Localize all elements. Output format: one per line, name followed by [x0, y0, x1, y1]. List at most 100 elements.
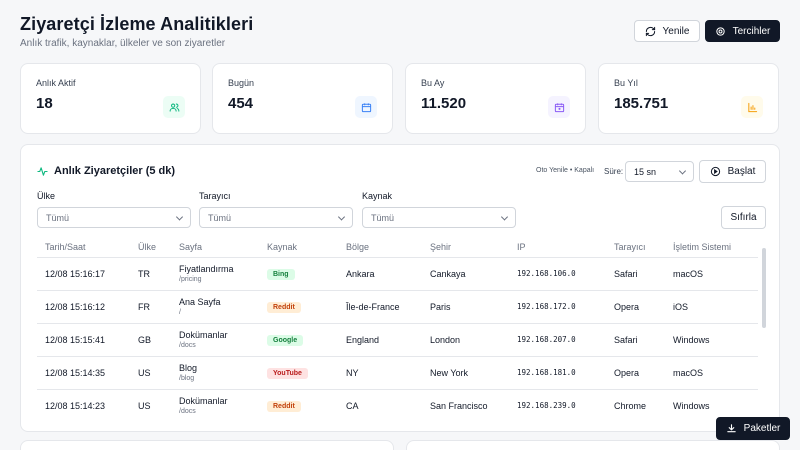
column-header[interactable]: Ülke [138, 242, 157, 253]
source-badge: Reddit [267, 400, 301, 412]
cell-time: 12/08 15:16:12 [37, 289, 130, 323]
column-header[interactable]: İşletim Sistemi [673, 242, 732, 253]
column-header[interactable]: Tarayıcı [614, 242, 646, 253]
cell-ip: 192.168.239.0 [509, 388, 606, 422]
start-button[interactable]: Başlat [699, 160, 766, 183]
cell-region: CA [338, 388, 422, 422]
page-path: /blog [179, 374, 195, 382]
table-row[interactable]: 12/08 15:14:35 US Blog/blog YouTube NY N… [37, 355, 758, 389]
cell-page: Dokümanlar/docs [171, 388, 259, 422]
source-badge: Google [267, 334, 304, 346]
cell-ip: 192.168.106.0 [509, 256, 606, 290]
column-header[interactable]: IP [517, 242, 526, 253]
cell-page: Ana Sayfa / [171, 289, 259, 323]
chevron-down-icon [175, 212, 184, 221]
page-path: /pricing [179, 275, 202, 283]
bar-chart-icon [741, 96, 763, 118]
packages-button[interactable]: Paketler [716, 417, 790, 440]
interval-select[interactable]: 15 sn [625, 161, 694, 182]
cell-region: NY [338, 355, 422, 389]
cell-browser: Opera [606, 289, 665, 323]
cell-os: Windows [665, 322, 758, 356]
stat-label: Bu Ay [421, 78, 445, 88]
column-header[interactable]: Sayfa [179, 242, 203, 253]
filter-country-label: Ülke [37, 191, 56, 201]
filter-source-label: Kaynak [362, 191, 393, 201]
bottom-panel-left [20, 440, 394, 450]
stat-value: 11.520 [421, 95, 467, 112]
play-icon [710, 166, 720, 177]
chevron-down-icon [678, 166, 687, 175]
source-badge: Bing [267, 268, 295, 280]
column-header[interactable]: Kaynak [267, 242, 298, 253]
page-name: Ana Sayfa [179, 296, 221, 307]
cell-ip: 192.168.181.0 [509, 355, 606, 389]
cell-browser: Safari [606, 256, 665, 290]
cell-source: Bing [259, 256, 338, 290]
filter-browser-select[interactable]: Tümü [199, 207, 353, 228]
stat-value: 185.751 [614, 95, 669, 112]
table-scrollbar[interactable] [762, 248, 766, 328]
refresh-label: Yenile [662, 25, 690, 37]
stat-label: Anlık Aktif [36, 78, 76, 88]
refresh-button[interactable]: Yenile [634, 20, 700, 42]
cell-source: YouTube [259, 355, 338, 389]
cell-browser: Opera [606, 355, 665, 389]
table-row[interactable]: 12/08 15:16:12 FR Ana Sayfa / Reddit Île-… [37, 289, 758, 323]
column-header[interactable]: Tarih/Saat [45, 242, 86, 253]
stat-label: Bu Yıl [614, 78, 638, 88]
bottom-panel-right [406, 440, 780, 450]
page-name: Dokümanlar [179, 329, 228, 340]
preferences-button[interactable]: Tercihler [705, 20, 780, 42]
table-row[interactable]: 12/08 15:14:23 US Dokümanlar/docs Reddit… [37, 388, 758, 422]
refresh-icon [645, 26, 655, 36]
cell-source: Reddit [259, 289, 338, 323]
table-row[interactable]: 12/08 15:15:41 GB Dokümanlar/docs Google… [37, 322, 758, 356]
cell-city: San Francisco [422, 388, 509, 422]
calendar-icon [355, 96, 377, 118]
stat-value: 18 [36, 95, 53, 112]
cell-country: FR [130, 289, 171, 323]
stat-label: Bugün [228, 78, 255, 88]
stat-card-active: Anlık Aktif 18 [20, 63, 201, 134]
page-name: Blog [179, 362, 198, 373]
cell-os: Windows [665, 388, 758, 422]
page-name: Fiyatlandırma [179, 263, 234, 274]
table-header-row: Tarih/Saat Ülke Sayfa Kaynak Bölge Şehir… [37, 238, 758, 257]
reset-button[interactable]: Sıfırla [721, 206, 766, 229]
filter-source-select[interactable]: Tümü [362, 207, 516, 228]
page-header: Ziyaretçi İzleme Analitikleri Anlık traf… [20, 14, 253, 49]
filter-country-select[interactable]: Tümü [37, 207, 191, 228]
source-badge: YouTube [267, 367, 308, 379]
cell-city: London [422, 322, 509, 356]
cell-country: US [130, 355, 171, 389]
cell-city: Cankaya [422, 256, 509, 290]
calendar-icon [548, 96, 570, 118]
column-header[interactable]: Şehir [430, 242, 452, 253]
activity-icon [37, 166, 48, 176]
source-badge: Reddit [267, 301, 301, 313]
page-path: / [179, 308, 181, 316]
visitors-table-container: Tarih/Saat Ülke Sayfa Kaynak Bölge Şehir… [37, 238, 766, 428]
visitors-table: Tarih/Saat Ülke Sayfa Kaynak Bölge Şehir… [37, 238, 758, 422]
cell-ip: 192.168.172.0 [509, 289, 606, 323]
cell-page: Blog/blog [171, 355, 259, 389]
live-visitors-title: Anlık Ziyaretçiler (5 dk) [37, 165, 175, 177]
cell-ip: 192.168.207.0 [509, 322, 606, 356]
page-title: Ziyaretçi İzleme Analitikleri [20, 14, 254, 34]
interval-label: Süre: [604, 167, 624, 176]
users-icon [163, 96, 185, 118]
column-header[interactable]: Bölge [346, 242, 370, 253]
cell-region: Île-de-France [338, 289, 422, 323]
page-path: /docs [179, 407, 196, 415]
cell-page: Fiyatlandırma/pricing [171, 256, 259, 290]
table-row[interactable]: 12/08 15:16:17 TR Fiyatlandırma/pricing … [37, 256, 758, 290]
auto-refresh-status: Oto Yenile • Kapalı [536, 167, 595, 174]
cell-city: Paris [422, 289, 509, 323]
cell-region: England [338, 322, 422, 356]
cell-time: 12/08 15:16:17 [37, 256, 130, 290]
cell-os: iOS [665, 289, 758, 323]
stat-card-year: Bu Yıl 185.751 [598, 63, 779, 134]
live-visitors-panel: Anlık Ziyaretçiler (5 dk) Oto Yenile • K… [20, 144, 780, 432]
cell-browser: Safari [606, 322, 665, 356]
